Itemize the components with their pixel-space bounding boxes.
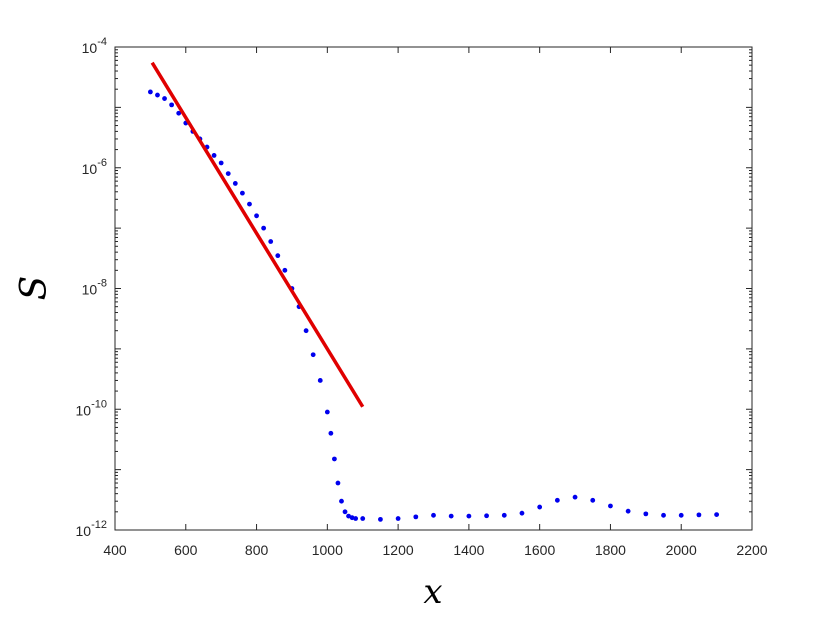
scatter-point	[328, 430, 334, 436]
scatter-point	[211, 153, 217, 158]
plot-area	[115, 47, 752, 530]
scatter-point	[353, 516, 359, 521]
scatter-point	[360, 516, 366, 521]
scatter-point	[261, 225, 267, 231]
fit-line	[150, 61, 365, 408]
scatter-point	[169, 102, 175, 108]
scatter-point	[378, 516, 383, 522]
y-tick-label: 10-10	[76, 398, 107, 418]
y-tick-label: 10-8	[82, 278, 107, 298]
scatter-point	[218, 160, 224, 166]
scatter-point	[342, 509, 348, 515]
scatter-point	[678, 512, 684, 518]
scatter-point	[335, 480, 341, 486]
scatter-point	[484, 513, 489, 519]
scatter-point	[332, 456, 337, 462]
x-tick-label: 1400	[453, 542, 484, 558]
y-tick-label: 10-6	[82, 157, 107, 177]
scatter-point	[339, 498, 344, 504]
scatter-point	[625, 508, 631, 514]
scatter-point	[395, 516, 401, 521]
scatter-point	[501, 512, 507, 518]
scatter-point	[310, 352, 316, 358]
scatter-point	[643, 511, 649, 517]
scatter-point	[162, 96, 167, 101]
scatter-point	[413, 514, 419, 520]
tick-labels: 400 600 800 1000 1200 1400 1600 1800 2000 2200 10-…	[76, 36, 768, 558]
scatter-point	[240, 190, 245, 196]
scatter-point	[147, 89, 153, 95]
scatter-point	[176, 110, 182, 116]
scatter-point	[225, 171, 231, 177]
ticks-layer	[114, 46, 753, 531]
scatter-point	[232, 181, 238, 186]
x-tick-label: 800	[245, 542, 269, 558]
x-tick-label: 400	[103, 542, 127, 558]
series-layer	[147, 61, 720, 522]
scatter-point	[431, 512, 436, 518]
y-axis-title: S	[14, 276, 55, 301]
scatter-point	[537, 504, 543, 510]
y-tick-label: 10-12	[76, 519, 107, 539]
scatter-point	[155, 92, 160, 98]
x-tick-label: 1200	[383, 542, 414, 558]
scatter-point	[519, 510, 525, 516]
scatter-point	[661, 512, 666, 518]
scatter-point	[608, 503, 613, 509]
scatter-point	[590, 497, 596, 503]
scatter-point	[282, 267, 288, 273]
scatter-point	[554, 497, 560, 503]
scatter-point	[268, 239, 274, 244]
scatter-point	[714, 512, 720, 517]
x-tick-label: 600	[174, 542, 198, 558]
x-axis-title: x	[423, 572, 442, 612]
scatter-point	[448, 513, 454, 519]
scatter-point	[696, 512, 702, 518]
x-tick-label: 2200	[736, 542, 767, 558]
scatter-point	[466, 513, 472, 519]
x-tick-label: 1600	[524, 542, 555, 558]
scatter-point	[303, 328, 309, 334]
scatter-point	[324, 409, 330, 415]
scatter-point	[572, 494, 578, 500]
scatter-point	[275, 253, 281, 259]
scatter-point	[254, 213, 259, 219]
scatter-point	[247, 201, 252, 207]
scatter-point	[317, 378, 323, 383]
x-tick-label: 2000	[666, 542, 697, 558]
x-tick-label: 1800	[595, 542, 626, 558]
x-tick-label: 1000	[312, 542, 343, 558]
y-tick-label: 10-4	[82, 36, 107, 56]
